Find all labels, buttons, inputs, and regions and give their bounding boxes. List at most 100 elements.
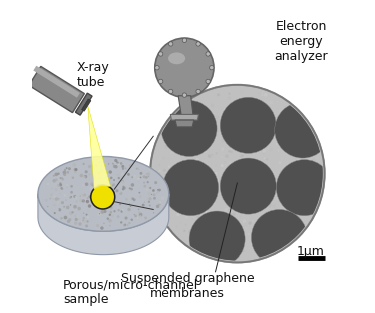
Circle shape <box>149 187 152 190</box>
Circle shape <box>182 38 187 43</box>
Circle shape <box>216 152 218 155</box>
Text: 1μm: 1μm <box>297 245 324 258</box>
Circle shape <box>249 121 251 123</box>
Circle shape <box>254 108 258 112</box>
Circle shape <box>307 200 309 202</box>
Circle shape <box>75 200 78 203</box>
Circle shape <box>188 185 190 187</box>
Circle shape <box>245 120 248 122</box>
Circle shape <box>216 247 219 249</box>
Circle shape <box>268 235 272 239</box>
Circle shape <box>211 169 215 172</box>
Circle shape <box>55 178 58 181</box>
Circle shape <box>64 216 67 219</box>
Circle shape <box>138 180 139 182</box>
Circle shape <box>60 187 63 189</box>
Circle shape <box>82 163 85 165</box>
Circle shape <box>105 162 108 165</box>
Circle shape <box>51 187 53 189</box>
Circle shape <box>107 180 109 182</box>
Circle shape <box>113 192 115 194</box>
Circle shape <box>202 118 204 120</box>
Circle shape <box>202 164 205 167</box>
Circle shape <box>151 194 152 195</box>
Circle shape <box>196 42 200 46</box>
Circle shape <box>224 161 226 163</box>
Circle shape <box>280 171 282 172</box>
Circle shape <box>108 219 112 223</box>
Circle shape <box>265 170 267 172</box>
Circle shape <box>131 206 132 207</box>
Polygon shape <box>170 115 198 120</box>
Circle shape <box>153 193 156 196</box>
Ellipse shape <box>168 52 185 64</box>
Circle shape <box>124 167 126 169</box>
Circle shape <box>90 182 94 186</box>
Circle shape <box>166 128 167 130</box>
Circle shape <box>192 178 195 181</box>
Circle shape <box>127 173 130 176</box>
Circle shape <box>100 210 104 214</box>
Circle shape <box>311 200 312 202</box>
Circle shape <box>249 221 252 225</box>
Circle shape <box>206 52 210 56</box>
Circle shape <box>103 202 106 205</box>
Circle shape <box>280 194 282 196</box>
Circle shape <box>285 144 286 146</box>
Circle shape <box>120 162 122 165</box>
Circle shape <box>147 172 150 176</box>
Circle shape <box>256 100 259 104</box>
Circle shape <box>267 224 268 225</box>
Circle shape <box>108 170 112 174</box>
Circle shape <box>106 188 108 190</box>
Circle shape <box>217 130 219 132</box>
Circle shape <box>202 146 204 148</box>
Circle shape <box>66 187 68 188</box>
Circle shape <box>103 210 106 213</box>
Circle shape <box>166 170 170 174</box>
Circle shape <box>176 210 178 211</box>
Circle shape <box>86 200 87 202</box>
Circle shape <box>53 175 55 177</box>
Circle shape <box>301 207 304 209</box>
Circle shape <box>294 131 298 134</box>
Circle shape <box>108 211 109 212</box>
Circle shape <box>166 178 170 182</box>
Circle shape <box>110 197 112 199</box>
Circle shape <box>138 211 140 213</box>
Circle shape <box>130 206 131 207</box>
Circle shape <box>272 223 274 226</box>
Circle shape <box>87 197 88 199</box>
Circle shape <box>179 176 182 179</box>
Circle shape <box>175 203 178 206</box>
Circle shape <box>155 65 159 70</box>
Circle shape <box>307 154 308 155</box>
Circle shape <box>121 210 122 212</box>
Circle shape <box>207 113 210 116</box>
Text: Electron
energy
analyzer: Electron energy analyzer <box>274 20 328 63</box>
Circle shape <box>282 228 285 230</box>
Circle shape <box>201 121 203 123</box>
Circle shape <box>81 194 84 197</box>
Circle shape <box>196 89 200 94</box>
Circle shape <box>83 176 86 178</box>
Circle shape <box>208 178 211 182</box>
Circle shape <box>235 233 238 236</box>
Circle shape <box>231 181 234 184</box>
Circle shape <box>251 150 255 154</box>
Circle shape <box>110 211 112 213</box>
Circle shape <box>308 206 310 208</box>
Circle shape <box>310 207 314 210</box>
Circle shape <box>259 122 261 124</box>
Circle shape <box>117 206 119 208</box>
Circle shape <box>273 181 275 182</box>
Circle shape <box>75 215 77 217</box>
Circle shape <box>73 205 77 208</box>
Circle shape <box>149 204 151 207</box>
Circle shape <box>122 181 123 183</box>
Circle shape <box>65 199 67 201</box>
Circle shape <box>84 175 87 178</box>
Circle shape <box>118 162 119 164</box>
Circle shape <box>121 208 124 212</box>
Circle shape <box>93 198 95 200</box>
